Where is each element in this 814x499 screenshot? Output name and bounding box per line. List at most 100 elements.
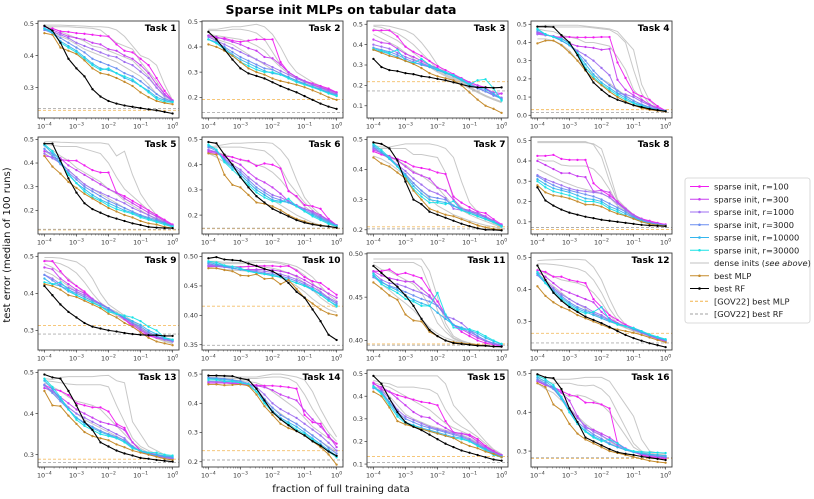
series-r30000-point	[171, 100, 174, 104]
series-r30000-point	[155, 329, 158, 332]
series-mlp-point	[239, 186, 242, 189]
xtick-label-base: 10	[660, 472, 668, 480]
series-r30000-point	[123, 314, 126, 317]
series-r100-point	[59, 389, 62, 393]
xtick-label-base: 10	[331, 472, 339, 480]
xtick-label-exponent: −1	[141, 354, 148, 360]
series-mlp-point	[311, 302, 314, 305]
series-r30000-point	[75, 181, 78, 185]
series-r30000	[43, 377, 174, 457]
series-r30000-point	[131, 316, 134, 319]
series-rf-point	[51, 142, 54, 145]
series-r300-point	[231, 159, 234, 163]
xtick-label-base: 10	[626, 239, 634, 247]
xtick-label: 10−3	[562, 471, 577, 480]
series-rf-point	[99, 327, 102, 330]
series-r3000-point	[271, 68, 274, 71]
series-r1000-point	[59, 282, 62, 286]
series-r100-point	[372, 29, 375, 32]
series-mlp-point	[372, 48, 375, 51]
series-r30000-point	[83, 424, 86, 428]
series-mlp-point	[632, 217, 635, 220]
series-r1000-point	[568, 297, 571, 301]
series-r300-point	[568, 291, 571, 294]
series-r1000-point	[420, 291, 423, 294]
series-r1000-point	[147, 213, 150, 217]
series-r10000-point	[43, 277, 46, 280]
series-mlp-point	[568, 309, 571, 312]
series-rf-point	[428, 433, 431, 436]
series-r1000-point	[640, 100, 643, 103]
series-rf-point	[155, 109, 158, 112]
series-mlp-point	[223, 268, 226, 272]
series-r30000-point	[616, 210, 619, 213]
series-r10000-point	[544, 183, 547, 186]
series-r1000-point	[83, 416, 86, 419]
xtick-label-base: 10	[201, 239, 209, 247]
series-r3000-point	[51, 279, 54, 282]
series-r1000-point	[428, 189, 431, 192]
series-r100-point	[560, 275, 563, 278]
series-r100-point	[436, 300, 439, 303]
series-r300-point	[271, 186, 274, 189]
series-rf-point	[147, 334, 150, 337]
series-r30000-point	[476, 444, 479, 448]
xtick-label-exponent: 0	[668, 471, 671, 477]
series-r300-point	[59, 277, 62, 280]
series-r1000-point	[239, 50, 242, 54]
xtick-label: 100	[660, 354, 671, 363]
series-rf-point	[404, 72, 407, 75]
series-rf-point	[632, 453, 635, 457]
series-r300-point	[59, 32, 62, 35]
series-r300-point	[420, 415, 423, 418]
xtick-label-exponent: −2	[109, 354, 116, 360]
series-r30000-point	[123, 210, 126, 213]
series-rf-point	[428, 210, 431, 213]
series-rf-point	[560, 387, 563, 391]
series-r3000-point	[123, 206, 126, 210]
series-r30000-point	[468, 328, 471, 331]
series-r10000-point	[139, 323, 142, 326]
series-r100-point	[99, 406, 102, 409]
series-r1000-point	[287, 275, 290, 278]
series-r300-point	[99, 43, 102, 46]
series-rf-point	[476, 453, 479, 457]
series-r100-point	[99, 34, 102, 37]
series-r100-point	[656, 105, 659, 108]
ytick-label: 0.4	[188, 43, 198, 51]
series-r10000-point	[388, 285, 391, 288]
series-r3000-point	[632, 99, 635, 102]
series-r30000-point	[115, 72, 118, 75]
series-r300-point	[404, 404, 407, 407]
series-r100-point	[139, 204, 142, 207]
series-mlp-point	[271, 205, 274, 208]
xtick-label: 10−4	[530, 354, 545, 363]
series-r1000-point	[568, 187, 571, 190]
xtick-label: 10−3	[398, 354, 413, 363]
xtick-label-exponent: −2	[438, 122, 445, 128]
xtick-label: 10−3	[562, 354, 577, 363]
series-r1000-point	[576, 189, 579, 192]
series-r3000-point	[91, 190, 94, 193]
series-r300-point	[43, 386, 46, 390]
series-mlp-point	[123, 213, 126, 217]
ytick-label: 0.5	[353, 20, 363, 28]
series-mlp-point	[303, 86, 306, 89]
series-mlp-point	[247, 67, 250, 70]
series-rf-point	[560, 208, 563, 211]
series-r30000-point	[452, 200, 455, 203]
legend-label-part: )	[808, 258, 811, 268]
series-mlp-point	[43, 282, 46, 286]
series-rf-point	[131, 454, 134, 457]
series-rf-point	[576, 310, 579, 314]
series-rf-point	[319, 444, 322, 447]
series-r300-point	[279, 63, 282, 66]
series-rf-point	[412, 304, 415, 307]
axes-frame	[530, 369, 673, 468]
series-r3000-point	[91, 299, 94, 302]
series-rf-point	[576, 213, 579, 216]
xtick-label-base: 10	[167, 472, 175, 480]
series-mlp-point	[484, 104, 487, 107]
series-r30000-point	[632, 449, 635, 453]
series-rf-point	[380, 382, 383, 385]
